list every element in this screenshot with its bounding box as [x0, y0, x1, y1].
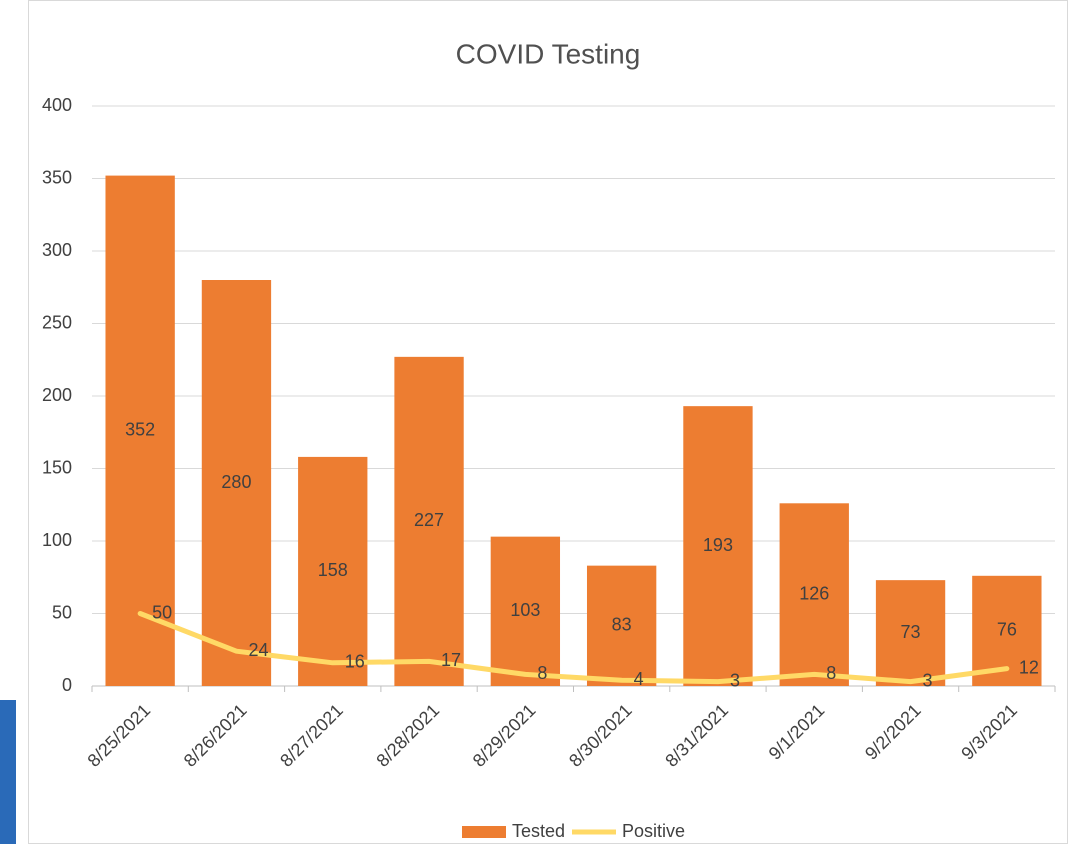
data-label: 12: [1019, 657, 1039, 677]
y-tick-label: 200: [42, 385, 72, 405]
data-label: 73: [901, 622, 921, 642]
y-tick-label: 350: [42, 167, 72, 187]
bar: [105, 175, 175, 686]
bar: [201, 280, 272, 686]
chart-frame: [28, 0, 1068, 844]
legend-label: Tested: [512, 821, 565, 841]
chart-title: COVID Testing: [456, 38, 641, 69]
data-label: 3: [923, 670, 933, 690]
data-label: 158: [318, 560, 348, 580]
bar: [490, 536, 561, 686]
y-tick-label: 100: [42, 530, 72, 550]
data-label: 193: [703, 535, 733, 555]
data-label: 17: [441, 650, 461, 670]
data-label: 16: [345, 652, 365, 672]
y-tick-label: 50: [52, 602, 72, 622]
bar: [779, 503, 849, 686]
data-label: 24: [248, 640, 268, 660]
bar: [298, 456, 368, 686]
line: [137, 611, 1010, 685]
data-label: 8: [826, 663, 836, 683]
data-label: 126: [799, 583, 829, 603]
data-label: 280: [221, 472, 251, 492]
bar: [394, 356, 464, 686]
data-label: 50: [152, 602, 172, 622]
data-label: 76: [997, 620, 1017, 640]
y-tick-label: 400: [42, 95, 72, 115]
bar: [683, 406, 753, 686]
y-tick-label: 300: [42, 240, 72, 260]
legend-swatch: [462, 826, 506, 838]
y-tick-label: 0: [62, 675, 72, 695]
bar: [586, 565, 657, 686]
data-label: 3: [730, 670, 740, 690]
bar: [875, 580, 946, 686]
data-label: 352: [125, 420, 155, 440]
data-label: 227: [414, 510, 444, 530]
legend-label: Positive: [622, 821, 685, 841]
data-label: 83: [612, 615, 632, 635]
data-label: 4: [634, 669, 644, 689]
y-tick-label: 150: [42, 457, 72, 477]
data-label: 103: [510, 600, 540, 620]
y-tick-label: 250: [42, 312, 72, 332]
background-fragment: [0, 700, 16, 844]
data-label: 8: [537, 663, 547, 683]
